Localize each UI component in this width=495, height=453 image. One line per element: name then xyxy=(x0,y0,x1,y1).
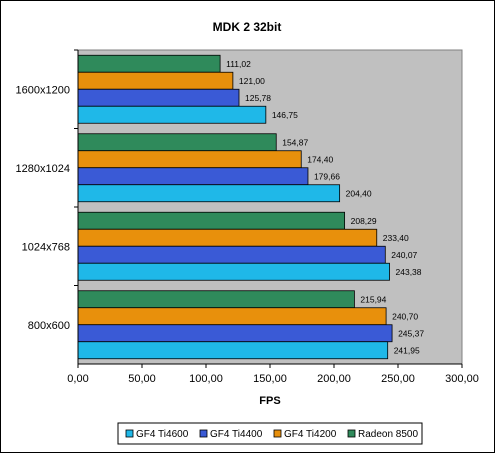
data-label: 146,75 xyxy=(272,110,298,120)
bar-gf4-ti4600-1024x768 xyxy=(77,262,390,281)
bar-gf4-ti4400-1024x768 xyxy=(77,245,386,264)
legend-label: Radeon 8500 xyxy=(358,429,418,440)
data-label: 233,40 xyxy=(383,233,409,243)
x-tick-label: 100,00 xyxy=(189,373,223,385)
data-label: 125,78 xyxy=(245,93,271,103)
data-label: 215,94 xyxy=(360,294,386,304)
x-axis-title: FPS xyxy=(259,395,280,407)
legend-swatch-gf4-ti4600 xyxy=(125,429,134,438)
data-label: 174,40 xyxy=(307,154,333,164)
bar-gf4-ti4200-1024x768 xyxy=(77,228,378,247)
bar-radeon-8500-1280x1024 xyxy=(77,133,277,152)
x-tick-label: 200,00 xyxy=(317,373,351,385)
data-label: 154,87 xyxy=(282,137,308,147)
category-label: 1600x1200 xyxy=(16,84,70,96)
bar-radeon-8500-800x600 xyxy=(77,290,355,309)
category-label: 800x600 xyxy=(28,320,70,332)
data-label: 240,07 xyxy=(391,250,417,260)
x-tick-label: 150,00 xyxy=(253,373,287,385)
chart-title: MDK 2 32bit xyxy=(213,20,282,34)
x-tick-label: 50,00 xyxy=(128,373,156,385)
data-label: 179,66 xyxy=(314,171,340,181)
legend-label: GF4 Ti4400 xyxy=(210,429,263,440)
bar-gf4-ti4400-1280x1024 xyxy=(77,167,309,186)
bar-gf4-ti4600-800x600 xyxy=(77,341,389,360)
bar-gf4-ti4400-1600x1200 xyxy=(77,88,240,107)
legend-swatch-radeon-8500 xyxy=(347,429,356,438)
data-label: 204,40 xyxy=(346,188,372,198)
bar-gf4-ti4200-1280x1024 xyxy=(77,150,302,169)
legend-label: GF4 Ti4200 xyxy=(284,429,337,440)
legend-swatch-gf4-ti4400 xyxy=(199,429,208,438)
x-tick-label: 300,00 xyxy=(445,373,479,385)
bar-radeon-8500-1600x1200 xyxy=(77,54,221,73)
data-label: 241,95 xyxy=(394,345,420,355)
bar-radeon-8500-1024x768 xyxy=(77,211,346,230)
data-label: 245,37 xyxy=(398,328,424,338)
category-label: 1280x1024 xyxy=(16,163,70,175)
bar-gf4-ti4200-1600x1200 xyxy=(77,71,234,90)
category-label: 1024x768 xyxy=(22,241,70,253)
x-tick-label: 250,00 xyxy=(381,373,415,385)
bar-gf4-ti4600-1600x1200 xyxy=(77,105,267,124)
x-tick-label: 0,00 xyxy=(67,373,88,385)
legend-label: GF4 Ti4600 xyxy=(136,429,189,440)
data-label: 208,29 xyxy=(351,216,377,226)
legend-swatch-gf4-ti4200 xyxy=(273,429,282,438)
data-label: 111,02 xyxy=(226,59,251,69)
data-label: 240,70 xyxy=(392,311,418,321)
legend-box xyxy=(117,422,423,445)
bar-gf4-ti4200-800x600 xyxy=(77,307,387,326)
data-label: 243,38 xyxy=(396,267,422,277)
data-label: 121,00 xyxy=(239,76,265,86)
bar-gf4-ti4600-1280x1024 xyxy=(77,184,341,203)
bar-gf4-ti4400-800x600 xyxy=(77,324,393,343)
